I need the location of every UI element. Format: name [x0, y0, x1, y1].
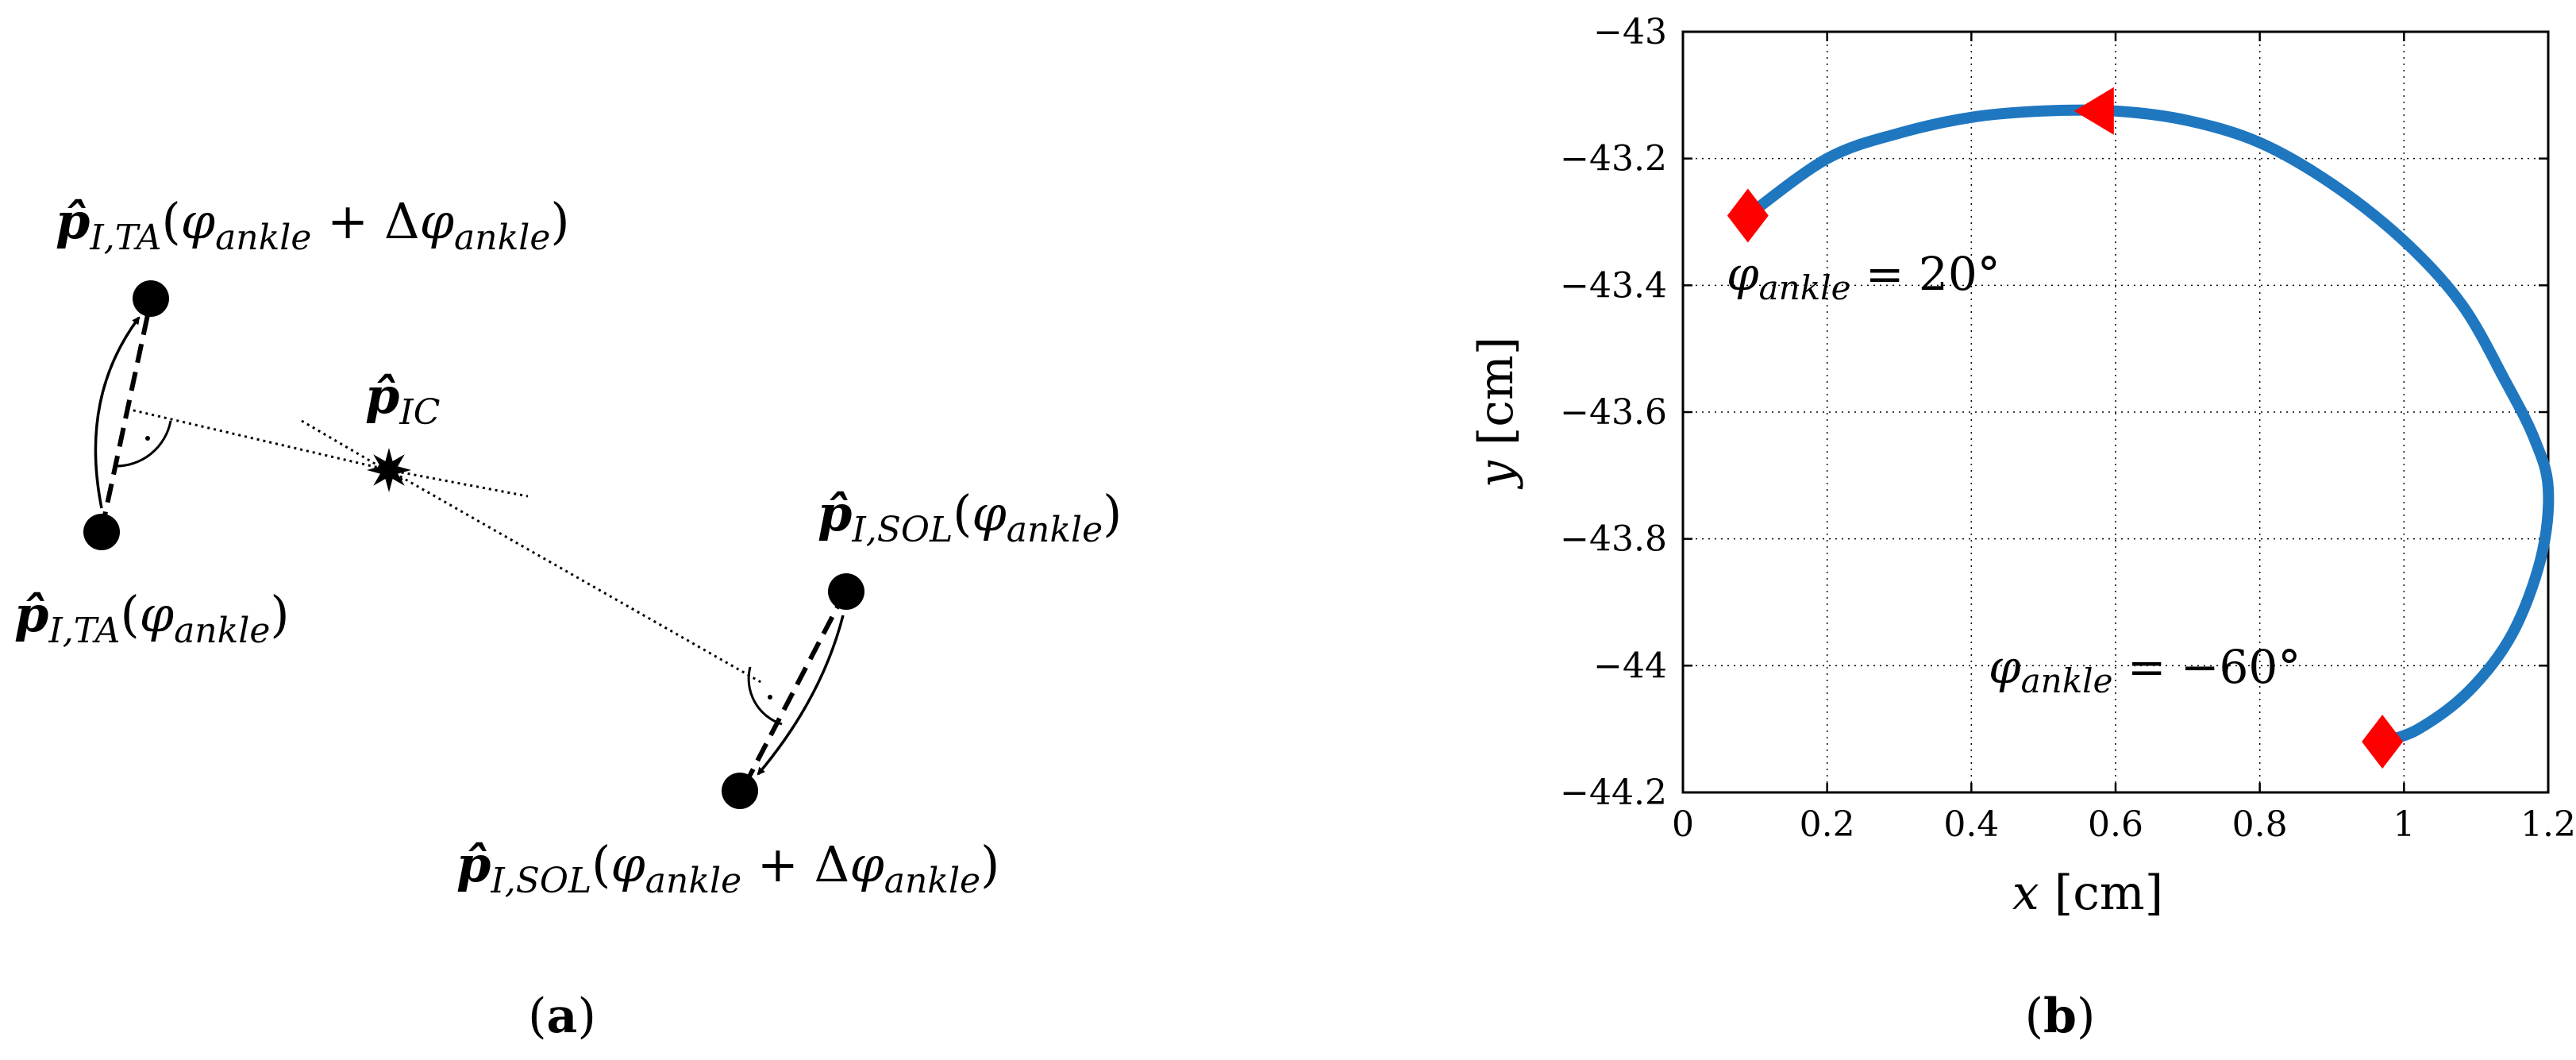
label-p-sol-original: p̂I,SOL(φankle) [818, 484, 1122, 550]
plot-frame [1681, 30, 2550, 794]
x-tick-label: 0.4 [1943, 804, 1999, 845]
ic-star-icon [367, 448, 411, 492]
x-tick-label: 1 [2393, 804, 2415, 845]
point-sol-displaced [722, 773, 758, 809]
panel-b: 0 0.2 0.4 0.6 0.8 1 1.2 −44.2 −44 −43.8 −43.6 −43.… [1469, 12, 2576, 1044]
dotted-line-sol [388, 468, 763, 684]
dotted-line-ic-extension-a [301, 419, 406, 483]
triangle-left-marker [2074, 87, 2114, 135]
y-tick-label: −43 [1593, 12, 1667, 52]
point-ta-original [83, 514, 120, 550]
y-tick-label: −44 [1593, 646, 1667, 686]
ta-curved-arrow [94, 316, 141, 509]
y-tick-label: −44.2 [1560, 773, 1667, 813]
right-angle-dot-sol [768, 695, 772, 700]
right-angle-dot-ta [145, 436, 150, 441]
label-p-ta-original: p̂I,TA(φankle) [14, 585, 290, 651]
diamond-marker [2362, 715, 2404, 769]
right-angle-arc-sol [747, 666, 783, 726]
label-p-ic: p̂IC [365, 367, 440, 433]
y-tick-label: −43.4 [1560, 265, 1667, 306]
y-tick-labels: −44.2 −44 −43.8 −43.6 −43.4 −43.2 −43 [1560, 12, 1667, 813]
x-tick-label: 0.2 [1800, 804, 1855, 845]
point-ta-displaced [133, 280, 169, 317]
x-tick-label: 1.2 [2520, 804, 2576, 845]
label-p-sol-displaced: p̂I,SOL(φankle + Δφankle) [456, 835, 999, 901]
x-tick-label: 0.8 [2232, 804, 2288, 845]
sol-dashed-line [740, 590, 848, 792]
panel-a: p̂I,TA(φankle + Δφankle) p̂IC p̂I,TA(φan… [14, 192, 1122, 1044]
y-axis-label: y [cm] [1469, 337, 1524, 490]
diamond-marker [1727, 188, 1769, 243]
sol-curved-arrow [757, 615, 845, 776]
dotted-line-ic-extension-b [388, 468, 529, 498]
panel-b-label: (b) [2025, 989, 2096, 1044]
label-p-ta-displaced: p̂I,TA(φankle + Δφankle) [56, 192, 570, 258]
x-tick-labels: 0 0.2 0.4 0.6 0.8 1 1.2 [1672, 804, 2576, 845]
y-tick-label: −43.2 [1560, 139, 1667, 179]
panel-a-label: (a) [528, 989, 596, 1044]
trajectory-series-line [1742, 104, 2555, 748]
y-tick-label: −43.6 [1560, 392, 1667, 433]
right-angle-arc-ta [114, 420, 172, 468]
x-axis-label: x [cm] [2012, 865, 2163, 921]
point-sol-original [828, 573, 864, 610]
ta-dashed-line [99, 299, 153, 531]
trajectory-markers [1727, 87, 2404, 769]
x-tick-label: 0.6 [2088, 804, 2143, 845]
dotted-line-ta [126, 407, 390, 472]
x-tick-label: 0 [1672, 804, 1694, 845]
annotation-phi-end: φankle = −60° [1989, 640, 2301, 700]
y-tick-label: −43.8 [1560, 519, 1667, 560]
annotation-phi-start: φankle = 20° [1727, 247, 2000, 307]
